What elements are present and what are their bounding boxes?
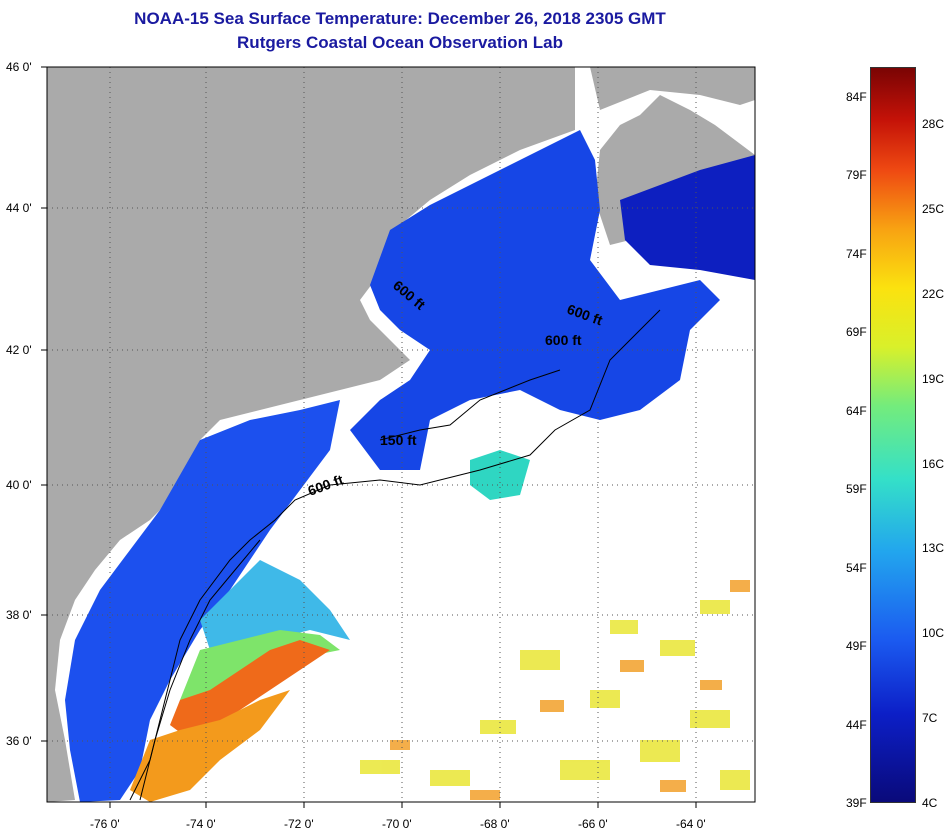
sst-scattered-warm	[360, 600, 750, 790]
colorbar-f-label: 44F	[846, 718, 867, 732]
sst-coastal-cold	[65, 400, 340, 802]
colorbar-c-label: 28C	[922, 117, 944, 131]
lon-label: -66 0'	[578, 817, 608, 831]
colorbar-c-label: 13C	[922, 541, 944, 555]
colorbar-c-label: 16C	[922, 457, 944, 471]
colorbar-f-label: 74F	[846, 247, 867, 261]
graticule	[47, 67, 755, 802]
colorbar-c-label: 19C	[922, 372, 944, 386]
colorbar-c-label: 4C	[922, 796, 938, 810]
axis-ticks	[41, 66, 697, 808]
colorbar-c-label: 25C	[922, 202, 944, 216]
contour-label: 150 ft	[380, 432, 417, 448]
lon-label: -76 0'	[90, 817, 120, 831]
sst-shelf-warm	[200, 560, 350, 655]
colorbar-f-label: 39F	[846, 796, 867, 810]
land-mass	[47, 67, 575, 802]
colorbar-f-label: 84F	[846, 90, 867, 104]
colorbar-c-label: 7C	[922, 711, 938, 725]
colorbar-f-label: 79F	[846, 168, 867, 182]
sst-gulf-stream	[170, 640, 330, 740]
colorbar-f-label: 59F	[846, 482, 867, 496]
lat-label: 38 0'	[6, 608, 32, 622]
colorbar-f-label: 64F	[846, 404, 867, 418]
lon-label: -68 0'	[480, 817, 510, 831]
map-subtitle: Rutgers Coastal Ocean Observation Lab	[237, 33, 563, 52]
colorbar-c-label: 22C	[922, 287, 944, 301]
colorbar-f-label: 69F	[846, 325, 867, 339]
colorbar-f-label: 49F	[846, 639, 867, 653]
map-title: NOAA-15 Sea Surface Temperature: Decembe…	[134, 9, 666, 28]
land-mass	[47, 67, 755, 245]
land-mass	[590, 67, 755, 110]
lat-label: 46 0'	[6, 60, 32, 74]
map-frame	[46, 66, 756, 803]
lat-label: 40 0'	[6, 478, 32, 492]
colorbar-c-label: 10C	[922, 626, 944, 640]
lat-label: 36 0'	[6, 734, 32, 748]
lon-label: -72 0'	[284, 817, 314, 831]
sst-gulf-stream	[130, 690, 290, 802]
sst-coastal-cold	[350, 130, 720, 470]
lat-label: 44 0'	[6, 201, 32, 215]
sst-coastal-cold	[620, 155, 755, 280]
lon-label: -64 0'	[676, 817, 706, 831]
colorbar-f-label: 54F	[846, 561, 867, 575]
lat-label: 42 0'	[6, 343, 32, 357]
bathymetry-contours	[129, 309, 661, 801]
contour-label: 600 ft	[545, 332, 582, 348]
lon-label: -70 0'	[382, 817, 412, 831]
sst-shelf-warm	[470, 450, 530, 500]
temperature-colorbar	[870, 67, 916, 803]
sst-scattered-orange	[390, 580, 750, 800]
lon-label: -74 0'	[186, 817, 216, 831]
